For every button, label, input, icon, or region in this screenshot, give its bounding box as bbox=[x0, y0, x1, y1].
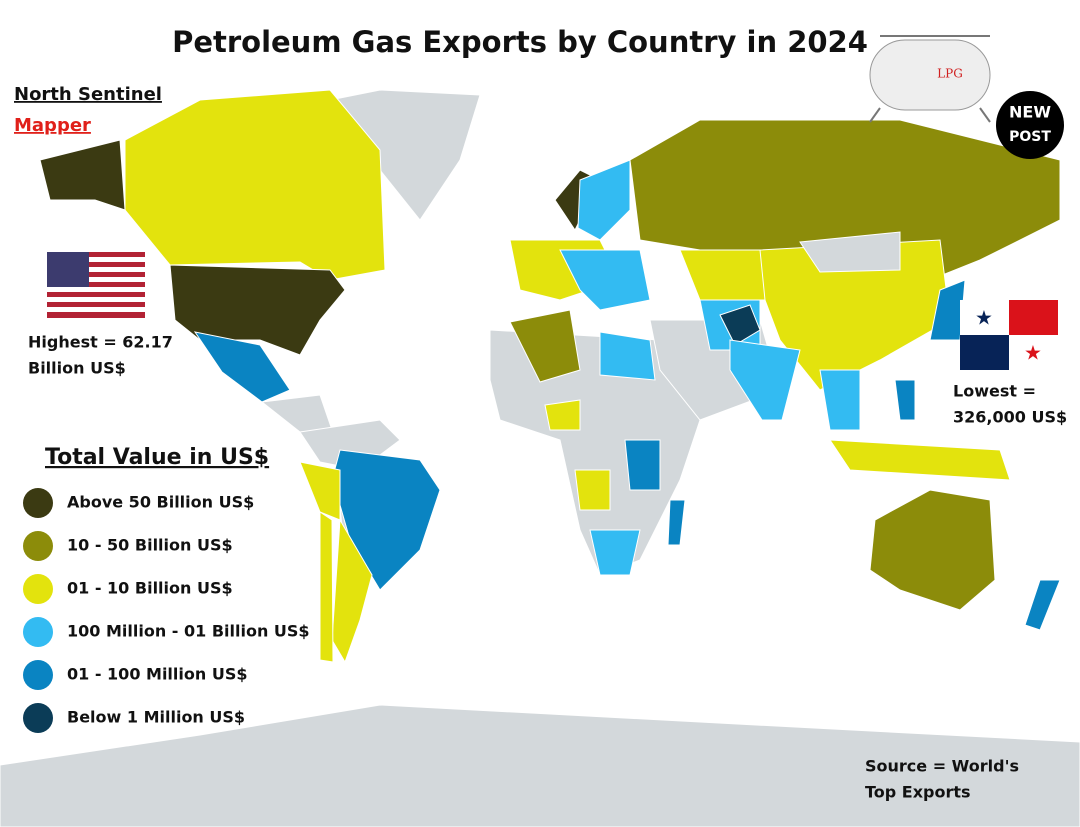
central-america bbox=[260, 394, 333, 433]
afghanistan bbox=[719, 304, 761, 346]
legend-swatch bbox=[23, 488, 53, 518]
legend-swatch bbox=[23, 617, 53, 647]
logo-line1: NEW bbox=[1009, 103, 1051, 122]
legend-label: 01 - 10 Billion US$ bbox=[67, 579, 233, 598]
highest-line2: Billion US$ bbox=[28, 359, 126, 378]
brand-line2: Mapper bbox=[14, 115, 91, 136]
tank-label: LPG bbox=[937, 67, 963, 81]
argentina bbox=[331, 518, 373, 664]
mongolia bbox=[799, 231, 901, 273]
legend-label: 100 Million - 01 Billion US$ bbox=[67, 622, 310, 641]
egypt bbox=[599, 331, 656, 381]
svg-text:★: ★ bbox=[975, 306, 993, 330]
angola bbox=[574, 469, 611, 511]
australia bbox=[869, 489, 996, 611]
panama-flag: ★ ★ bbox=[960, 300, 1058, 370]
usa bbox=[169, 264, 346, 356]
legend-title: Total Value in US$ bbox=[45, 445, 269, 470]
russia bbox=[629, 119, 1061, 281]
eastern-europe bbox=[559, 249, 651, 311]
philippines bbox=[894, 379, 916, 421]
nigeria bbox=[544, 399, 581, 431]
indonesia bbox=[829, 439, 1011, 481]
canada bbox=[124, 89, 386, 281]
lowest-line1: Lowest = bbox=[953, 382, 1036, 401]
chile bbox=[319, 511, 334, 663]
south-africa bbox=[589, 529, 641, 576]
mexico bbox=[193, 331, 291, 403]
new-zealand bbox=[1024, 579, 1061, 631]
legend-swatch bbox=[23, 660, 53, 690]
peru bbox=[299, 461, 341, 521]
source-line2: Top Exports bbox=[865, 783, 971, 802]
legend-label: Above 50 Billion US$ bbox=[67, 493, 254, 512]
legend-label: 10 - 50 Billion US$ bbox=[67, 536, 233, 555]
legend: Above 50 Billion US$ 10 - 50 Billion US$ 0… bbox=[23, 488, 310, 733]
legend-swatch bbox=[23, 574, 53, 604]
logo-line2: POST bbox=[1009, 129, 1051, 145]
usa-flag bbox=[47, 252, 145, 318]
legend-swatch bbox=[23, 703, 53, 733]
world-map bbox=[0, 89, 1080, 827]
tanzania bbox=[624, 439, 661, 491]
new-post-logo: NEW POST bbox=[996, 91, 1064, 159]
highest-line1: Highest = 62.17 bbox=[28, 333, 173, 352]
title: Petroleum Gas Exports by Country in 2024 bbox=[172, 25, 868, 59]
svg-text:★: ★ bbox=[1024, 341, 1042, 365]
lpg-tank: LPG bbox=[869, 35, 991, 123]
scandinavia bbox=[577, 159, 631, 241]
southeast-asia bbox=[819, 369, 861, 431]
algeria bbox=[509, 309, 581, 383]
india bbox=[729, 339, 801, 421]
brand-line1: North Sentinel bbox=[14, 84, 162, 105]
lowest-line2: 326,000 US$ bbox=[953, 408, 1067, 427]
alaska bbox=[39, 139, 126, 211]
source-line1: Source = World's bbox=[865, 757, 1019, 776]
legend-label: Below 1 Million US$ bbox=[67, 708, 245, 727]
antarctica bbox=[0, 704, 1080, 827]
legend-label: 01 - 100 Million US$ bbox=[67, 665, 247, 684]
madagascar bbox=[667, 499, 686, 546]
legend-swatch bbox=[23, 531, 53, 561]
